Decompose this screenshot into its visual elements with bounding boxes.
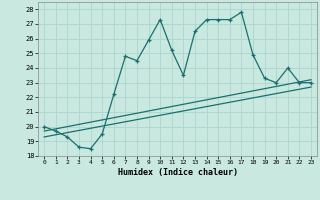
X-axis label: Humidex (Indice chaleur): Humidex (Indice chaleur) bbox=[118, 168, 238, 177]
